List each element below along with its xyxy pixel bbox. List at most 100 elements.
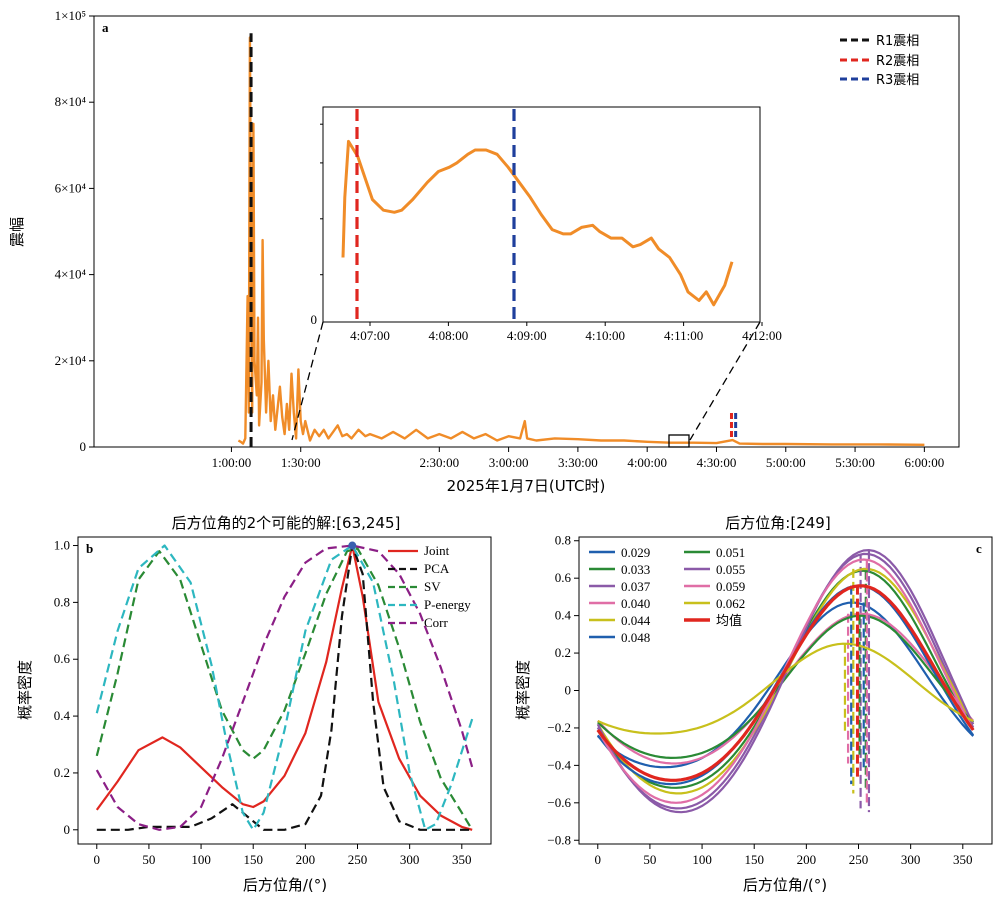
panel-a-xtick-label: 4:00:00 bbox=[627, 455, 667, 470]
panel-a-xlabel: 2025年1月7日(UTC时) bbox=[447, 477, 606, 495]
panel-b-peak-marker bbox=[348, 541, 357, 550]
panel-b-legend-label: Joint bbox=[424, 543, 450, 558]
panel-c: 后方位角:[249] c 0 50 100 150 200 250 300 350 −0.8 −0… bbox=[514, 514, 993, 894]
zoom-connector-left bbox=[291, 321, 324, 441]
panel-b-plot bbox=[95, 541, 474, 831]
panel-b-xtick-label: 50 bbox=[142, 852, 155, 867]
inset-xtick-label: 4:10:00 bbox=[585, 328, 625, 343]
panel-a-xtick-label: 1:30:00 bbox=[281, 455, 321, 470]
panel-a-xtick-label: 2:30:00 bbox=[419, 455, 459, 470]
panel-b-frame bbox=[77, 536, 492, 845]
panel-b-ytick-label: 0.2 bbox=[54, 765, 70, 780]
panel-c-legend-label: 0.044 bbox=[621, 613, 651, 628]
panel-c-plot bbox=[596, 548, 975, 814]
panel-c-xtick-label: 200 bbox=[797, 852, 817, 867]
inset-xtick-label: 4:12:00 bbox=[742, 328, 782, 343]
legend-label-r3: R3震相 bbox=[876, 73, 919, 88]
panel-b-xtick-label: 100 bbox=[191, 852, 211, 867]
panel-b-axes: 0 50 100 150 200 250 300 350 0 0.2 0.4 0.6 0.8 1.0 bbox=[54, 538, 472, 867]
panel-c-legend-label: 0.040 bbox=[621, 596, 650, 611]
panel-c-xtick-label: 50 bbox=[643, 852, 656, 867]
panel-c-curve-0.055 bbox=[596, 548, 975, 814]
panel-c-ytick-label: 0.8 bbox=[555, 533, 571, 548]
panel-b-legend-label: SV bbox=[424, 579, 441, 594]
panel-a-xtick-label: 1:00:00 bbox=[212, 455, 252, 470]
panel-b-ytick-label: 0 bbox=[64, 822, 71, 837]
panel-c-ytick-label: −0.8 bbox=[547, 832, 571, 847]
panel-b-title: 后方位角的2个可能的解:[63,245] bbox=[172, 514, 401, 532]
amplitude-series-line bbox=[237, 36, 925, 446]
panel-b-legend: Joint PCA SV P-energy Corr bbox=[388, 543, 471, 630]
panel-a-ylabel: 震幅 bbox=[8, 217, 26, 247]
panel-c-xtick-label: 350 bbox=[953, 852, 973, 867]
panel-c-legend-label: 0.055 bbox=[716, 562, 745, 577]
panel-a-plot bbox=[237, 33, 925, 447]
panel-c-legend-label: 0.051 bbox=[716, 545, 745, 560]
panel-c-ytick-label: 0.6 bbox=[555, 570, 572, 585]
panel-a-xtick-label: 5:00:00 bbox=[766, 455, 806, 470]
panel-b-xlabel: 后方位角/(°) bbox=[243, 876, 327, 894]
panel-b-series-corr bbox=[95, 544, 474, 831]
panel-c-ytick-label: −0.6 bbox=[547, 795, 571, 810]
panel-b-legend-label: Corr bbox=[424, 615, 449, 630]
panel-b-legend-label: P-energy bbox=[424, 597, 471, 612]
panel-a-ytick-label: 1×10⁵ bbox=[55, 8, 86, 23]
panel-c-xlabel: 后方位角/(°) bbox=[743, 876, 827, 894]
panel-c-xtick-label: 300 bbox=[901, 852, 921, 867]
inset-xtick-label: 4:11:00 bbox=[664, 328, 703, 343]
inset-amplitude-line bbox=[341, 139, 734, 307]
panel-c-letter: c bbox=[976, 541, 982, 556]
panel-a-legend: R1震相 R2震相 R3震相 bbox=[840, 34, 919, 88]
panel-b-ytick-label: 0.6 bbox=[54, 651, 71, 666]
panel-a-axes: 1:00:00 1:30:00 2:30:00 3:00:00 3:30:00 4:00:… bbox=[55, 8, 945, 470]
legend-label-r1: R1震相 bbox=[876, 34, 919, 49]
panel-a-ytick-label: 2×10⁴ bbox=[55, 353, 87, 368]
inset-ytick-0: 0 bbox=[311, 312, 318, 327]
panel-a-xtick-label: 6:00:00 bbox=[904, 455, 944, 470]
panel-a-xtick-label: 4:30:00 bbox=[697, 455, 737, 470]
panel-a-letter: a bbox=[102, 20, 109, 35]
panel-c-ytick-label: −0.2 bbox=[547, 720, 571, 735]
panel-a-ytick-label: 0 bbox=[80, 439, 87, 454]
panel-c-ytick-label: −0.4 bbox=[547, 757, 571, 772]
panel-c-ytick-label: 0 bbox=[565, 683, 572, 698]
panel-c-ytick-label: 0.2 bbox=[555, 645, 571, 660]
panel-c-legend-label: 0.062 bbox=[716, 596, 745, 611]
panel-c-legend: 0.029 0.033 0.037 0.040 0.044 0.048 0.051 0.055… bbox=[589, 545, 745, 645]
panel-a-frame bbox=[93, 15, 960, 448]
panel-c-xtick-label: 150 bbox=[744, 852, 764, 867]
panel-c-curve-0.062 bbox=[597, 642, 974, 735]
panel-c-axes: 0 50 100 150 200 250 300 350 −0.8 −0.6 −0.4 −0.2 0 0.… bbox=[547, 533, 972, 867]
panel-b-series-pca bbox=[96, 544, 473, 831]
panel-b-xtick-label: 250 bbox=[348, 852, 368, 867]
panel-a: a 1:00:00 1:30:00 2:30:00 3:00:00 3:30:00 4:0… bbox=[8, 8, 960, 495]
panel-b-series-p-energy bbox=[95, 544, 474, 831]
panel-a-ytick-label: 8×10⁴ bbox=[55, 94, 87, 109]
zoom-box bbox=[668, 434, 690, 448]
panel-b-xtick-label: 300 bbox=[400, 852, 420, 867]
panel-b-letter: b bbox=[86, 541, 93, 556]
panel-c-legend-label: 0.048 bbox=[621, 630, 650, 645]
panel-b-ytick-label: 0.4 bbox=[54, 708, 71, 723]
panel-a-xtick-label: 5:30:00 bbox=[835, 455, 875, 470]
panel-c-ylabel: 概率密度 bbox=[514, 660, 532, 720]
panel-b-xtick-label: 0 bbox=[94, 852, 101, 867]
panel-c-curve-0.051 bbox=[597, 614, 974, 760]
panel-b-xtick-label: 150 bbox=[243, 852, 263, 867]
panel-b-ytick-label: 1.0 bbox=[54, 538, 70, 553]
panel-b-xtick-label: 350 bbox=[452, 852, 472, 867]
panel-b-series-joint bbox=[95, 544, 473, 831]
panel-c-xtick-label: 250 bbox=[849, 852, 869, 867]
panel-b: 后方位角的2个可能的解:[63,245] b 0 50 100 150 200 250 30… bbox=[16, 514, 492, 894]
inset-xtick-label: 4:08:00 bbox=[429, 328, 469, 343]
panel-b-legend-label: PCA bbox=[424, 561, 450, 576]
panel-a-xtick-label: 3:00:00 bbox=[489, 455, 529, 470]
panel-c-curve-均值 bbox=[596, 584, 975, 782]
panel-b-ylabel: 概率密度 bbox=[16, 660, 34, 720]
panel-c-legend-label: 0.033 bbox=[621, 562, 650, 577]
zoom-connector-right bbox=[689, 321, 761, 441]
panel-c-title: 后方位角:[249] bbox=[725, 514, 830, 532]
panel-a-inset: 4:07:00 4:08:00 4:09:00 4:10:00 4:11:00 4:12:… bbox=[291, 106, 782, 448]
panel-c-legend-label: 0.029 bbox=[621, 545, 650, 560]
